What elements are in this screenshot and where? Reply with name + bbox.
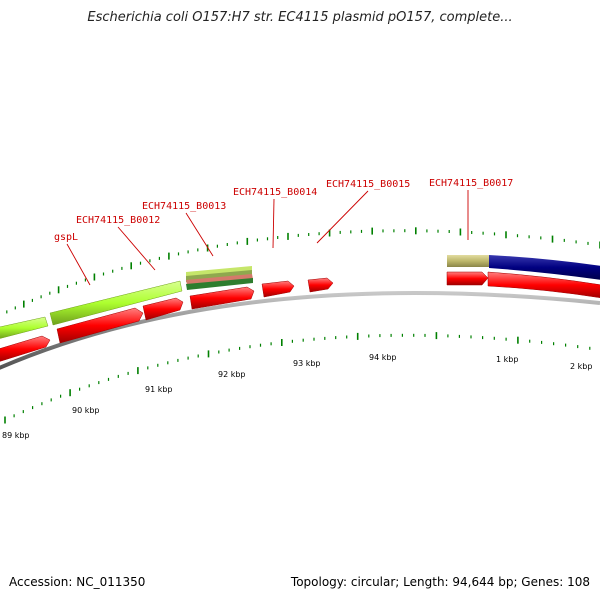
tick-label-2kbp: 2 kbp [570, 362, 592, 371]
forward-strand-track [0, 255, 600, 339]
gene-label-b0015: ECH74115_B0015 [326, 179, 410, 190]
connector-b0015 [316, 190, 369, 244]
connector-b0013 [185, 212, 214, 257]
backbone-ring [0, 291, 600, 370]
label-connectors [66, 190, 469, 286]
gene-reverse-1[interactable] [0, 335, 51, 362]
inner-tick-ring [4, 332, 591, 424]
gene-forward-b0013[interactable] [186, 266, 253, 290]
gene-label-b0017: ECH74115_B0017 [429, 178, 513, 189]
gene-label-b0013: ECH74115_B0013 [142, 201, 226, 212]
tick-label-1kbp: 1 kbp [496, 355, 518, 364]
map-title: Escherichia coli O157:H7 str. EC4115 pla… [87, 10, 513, 25]
gene-label-gspl: gspL [54, 232, 78, 243]
tick-label-93kbp: 93 kbp [293, 359, 321, 368]
gene-label-b0012: ECH74115_B0012 [76, 215, 160, 226]
connector-b0014 [272, 198, 275, 249]
gene-reverse-3[interactable] [142, 297, 184, 321]
feature-b0017-khaki[interactable] [447, 255, 489, 267]
gene-reverse-8[interactable] [487, 271, 600, 298]
gene-reverse-7[interactable] [446, 271, 489, 286]
gene-reverse-4[interactable] [189, 286, 255, 310]
tick-label-91kbp: 91 kbp [145, 385, 173, 394]
accession-label: Accession: NC_011350 [9, 575, 146, 589]
tick-label-94kbp: 94 kbp [369, 353, 397, 362]
topology-summary: Topology: circular; Length: 94,644 bp; G… [290, 575, 590, 589]
connector-gspl [66, 243, 91, 286]
gene-reverse-5[interactable] [261, 280, 295, 298]
connector-b0012 [117, 226, 156, 271]
tick-label-92kbp: 92 kbp [218, 370, 246, 379]
reverse-strand-track [0, 271, 600, 362]
gene-forward-1[interactable] [0, 316, 49, 339]
gene-forward-gspl[interactable] [49, 280, 183, 326]
gene-labels: gspL ECH74115_B0012 ECH74115_B0013 ECH74… [54, 178, 513, 243]
gene-reverse-2[interactable] [56, 307, 144, 344]
scale-labels: 89 kbp 90 kbp 91 kbp 92 kbp 93 kbp 94 kb… [2, 353, 592, 440]
gene-label-b0014: ECH74115_B0014 [233, 187, 317, 198]
gene-reverse-6[interactable] [307, 277, 334, 293]
tick-label-90kbp: 90 kbp [72, 406, 100, 415]
tick-label-89kbp: 89 kbp [2, 431, 30, 440]
feature-navy[interactable] [489, 255, 600, 280]
